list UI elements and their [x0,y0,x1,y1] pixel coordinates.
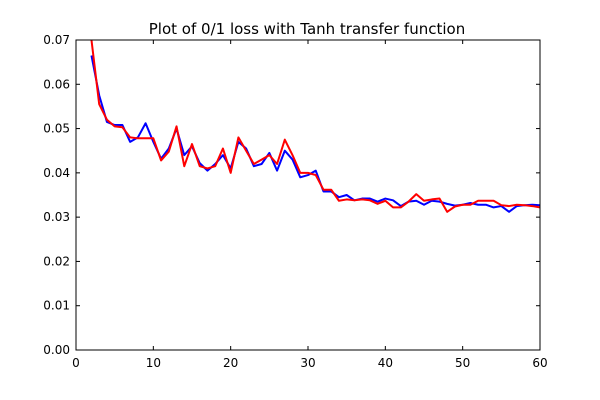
x-tick-label: 60 [532,356,547,370]
y-tick-label: 0.03 [43,210,70,224]
series-line-2 [90,39,541,213]
plot-frame [75,39,541,351]
x-tick-label: 50 [455,356,470,370]
y-tick-label: 0.01 [43,299,70,313]
series-layer [90,39,541,213]
x-tick-label: 0 [72,356,80,370]
y-tick-label: 0.00 [43,343,70,357]
x-tick-label: 10 [146,356,161,370]
y-tick-label: 0.06 [43,77,70,91]
y-tick-label: 0.07 [43,33,70,47]
series-line-1 [90,55,541,213]
y-tick-label: 0.04 [43,166,70,180]
x-tick-label: 30 [300,356,315,370]
x-tick-label: 20 [223,356,238,370]
chart-title: Plot of 0/1 loss with Tanh transfer func… [149,20,465,38]
ticks-layer: 0 10 20 30 40 50 60 0.00 0.01 0.02 0.03 0.04 0.05 0.0… [43,33,547,370]
y-tick-label: 0.02 [43,254,70,268]
x-tick-label: 40 [378,356,393,370]
y-tick-label: 0.05 [43,122,70,136]
